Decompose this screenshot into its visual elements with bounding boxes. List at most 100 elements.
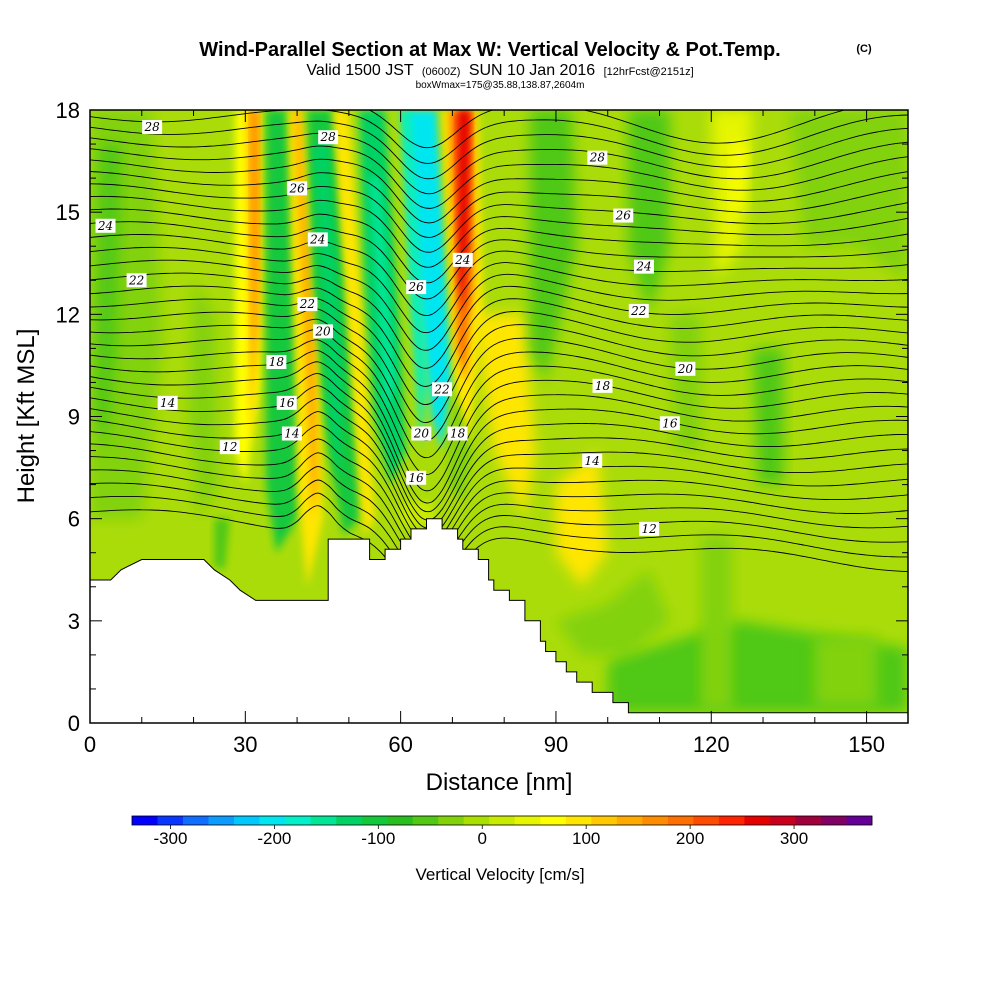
- contour-label: 14: [157, 395, 178, 410]
- svg-text:16: 16: [662, 416, 678, 430]
- colorbar-tick-label: -300: [153, 829, 187, 848]
- theta-contour: [90, 492, 908, 590]
- contour-label: 24: [95, 218, 116, 233]
- y-tick-label: 18: [56, 98, 80, 123]
- svg-text:Valid 1500 JST (0600Z): Valid 1500 JST (0600Z) SUN 10 Jan 2016 […: [306, 62, 693, 79]
- svg-text:22: 22: [433, 382, 449, 396]
- colorbar-tick-label: 0: [478, 829, 487, 848]
- theta-contour: [90, 318, 908, 441]
- svg-text:28: 28: [589, 151, 606, 165]
- theta-contour: [90, 466, 908, 571]
- svg-text:14: 14: [160, 396, 175, 410]
- chart-title-suffix: (C): [856, 43, 872, 55]
- colorbar-swatch: [132, 816, 158, 825]
- colorbar-swatch: [540, 816, 567, 825]
- colorbar-swatch: [183, 816, 209, 825]
- theta-contour: [90, 411, 908, 537]
- svg-text:22: 22: [630, 304, 646, 318]
- colorbar-swatch: [361, 816, 388, 825]
- velocity-region: [294, 110, 318, 519]
- theta-contour: [90, 339, 908, 475]
- x-tick-label: 60: [388, 732, 412, 757]
- theta-contour: [90, 298, 908, 406]
- contour-label: 24: [633, 259, 654, 274]
- colorbar-swatch: [489, 816, 516, 825]
- theta-contour: [90, 328, 908, 459]
- svg-text:24: 24: [454, 253, 470, 267]
- plot-area: 28 24 22 14 12 28 26 24 22 20 18 16 14 26 24 22 20 18 16 28…: [90, 110, 908, 723]
- contour-label: 16: [276, 395, 297, 410]
- velocity-region: [214, 518, 230, 570]
- colorbar-tick-label: 100: [572, 829, 600, 848]
- svg-text:14: 14: [284, 427, 299, 441]
- colorbar-swatch: [438, 816, 465, 825]
- colorbar-tick-label: 300: [780, 829, 808, 848]
- box-wmax-info: boxWmax=175@35.88,138.87,2604m: [416, 80, 585, 91]
- terrain: [90, 518, 908, 723]
- colorbar-swatch: [591, 816, 618, 825]
- colorbar-swatch: [693, 816, 720, 825]
- colorbar-tick-label: -200: [257, 829, 291, 848]
- contour-label: 18: [447, 426, 468, 441]
- potential-temperature-contours: [90, 110, 908, 601]
- contour-label: 14: [281, 426, 302, 441]
- theta-contour: [90, 452, 908, 562]
- svg-text:16: 16: [279, 396, 295, 410]
- theta-contour: [90, 246, 908, 334]
- y-tick-label: 9: [68, 405, 80, 430]
- velocity-region: [700, 535, 732, 710]
- y-axis: 0 3 6 9 12 15 18: [56, 98, 908, 736]
- contour-label: 22: [297, 297, 318, 312]
- colorbar-swatch: [642, 816, 669, 825]
- theta-contour: [90, 120, 908, 180]
- x-tick-label: 0: [84, 732, 96, 757]
- contour-label: 28: [318, 130, 339, 145]
- contour-label: 26: [287, 181, 308, 196]
- theta-contour: [90, 350, 908, 492]
- svg-text:18: 18: [595, 379, 611, 393]
- theta-contour: [90, 110, 908, 164]
- theta-contour: [90, 272, 908, 369]
- velocity-region: [266, 110, 303, 553]
- velocity-region: [788, 110, 908, 281]
- contour-label: 28: [587, 150, 608, 165]
- velocity-region: [752, 348, 784, 485]
- theta-contour: [90, 385, 908, 521]
- colorbar-swatch: [769, 816, 796, 825]
- theta-contour: [90, 208, 908, 284]
- x-tick-label: 120: [693, 732, 730, 757]
- svg-text:20: 20: [677, 362, 694, 376]
- valid-zulu: (0600Z): [422, 66, 461, 78]
- theta-contour: [90, 195, 908, 268]
- contour-label: 26: [613, 208, 634, 223]
- chart-title: Wind-Parallel Section at Max W: Vertical…: [199, 39, 780, 61]
- theta-contour: [90, 285, 908, 387]
- x-tick-label: 150: [848, 732, 885, 757]
- colorbar-frame: [131, 815, 873, 826]
- velocity-region: [473, 314, 536, 519]
- y-tick-label: 0: [68, 711, 80, 736]
- colorbar-swatch: [463, 816, 490, 825]
- velocity-region: [447, 382, 474, 502]
- contour-label: 24: [307, 232, 328, 247]
- svg-text:14: 14: [585, 454, 600, 468]
- svg-text:22: 22: [128, 273, 144, 287]
- colorbar-swatch: [259, 816, 286, 825]
- x-tick-label: 90: [544, 732, 568, 757]
- svg-text:12: 12: [641, 522, 656, 536]
- contour-label: 26: [406, 280, 427, 295]
- colorbar-tick-label: 200: [676, 829, 704, 848]
- contour-label: 14: [582, 453, 603, 468]
- theta-contour: [90, 158, 908, 224]
- svg-text:20: 20: [314, 324, 331, 338]
- colorbar-swatch: [157, 816, 184, 825]
- theta-contour: [90, 397, 908, 529]
- contour-label: 20: [675, 361, 696, 376]
- y-axis-label: Height [Kft MSL]: [13, 329, 40, 504]
- colorbar-swatch: [820, 816, 847, 825]
- y-tick-label: 6: [68, 507, 80, 532]
- svg-text:18: 18: [450, 427, 466, 441]
- theta-contour: [90, 145, 908, 209]
- theta-contour: [90, 479, 908, 580]
- forecast-info: [12hrFcst@2151z]: [604, 66, 694, 78]
